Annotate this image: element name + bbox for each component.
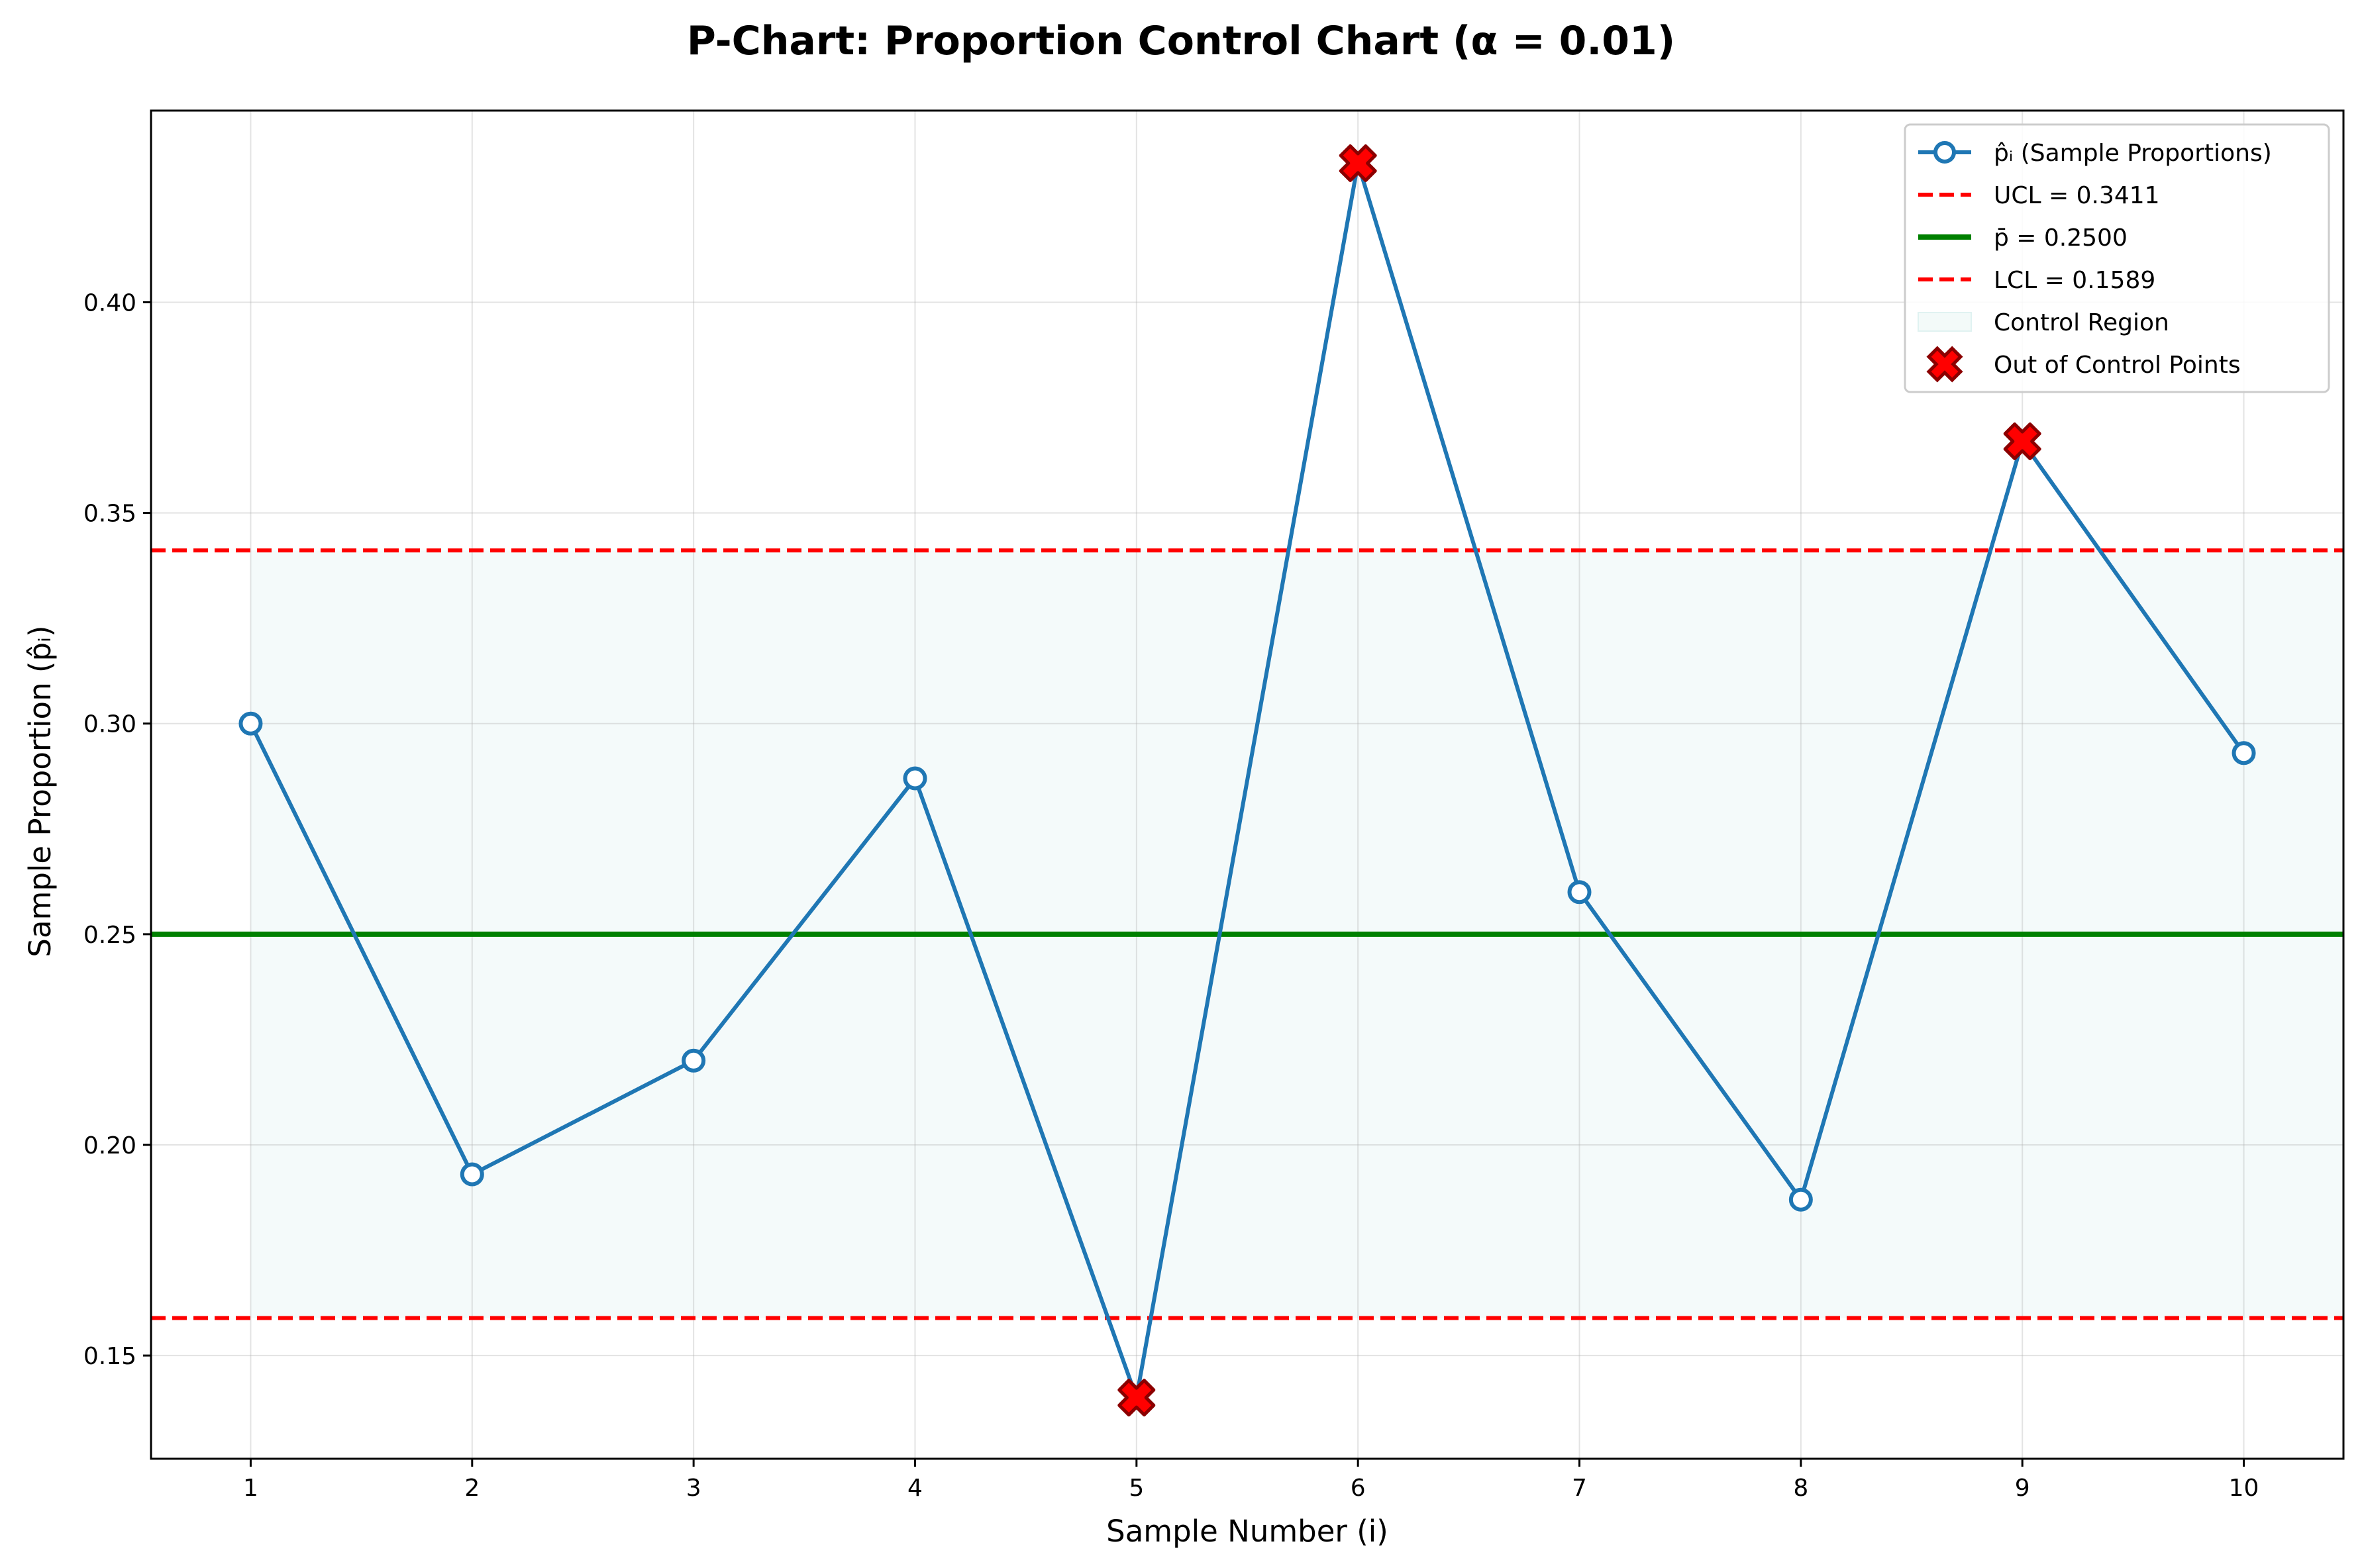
x-axis-label: Sample Number (i): [1106, 1514, 1388, 1549]
x-tick-label: 5: [1129, 1475, 1144, 1502]
legend-label-control-region: Control Region: [1994, 309, 2169, 336]
sample-point: [682, 1048, 706, 1073]
out-of-control-marker: [1117, 1379, 1156, 1417]
legend-label-sample: p̂ᵢ (Sample Proportions): [1994, 140, 2272, 167]
x-tick-label: 2: [464, 1475, 480, 1502]
axes-layer: [150, 109, 2345, 1460]
y-tick-label: 0.25: [83, 922, 136, 949]
reference-lines-layer: [151, 548, 2343, 1320]
x-tick-label: 10: [2229, 1475, 2259, 1502]
sample-proportion-line: [248, 161, 2245, 1400]
y-tick-label: 0.30: [83, 711, 136, 738]
tick-labels-layer: 1 2 3 4 5 6 7 8 9 10 0.15 0.20 0.25 0.30 0.35 0.40: [83, 289, 2259, 1502]
out-of-control-marker: [2003, 422, 2041, 460]
y-axis-label: Sample Proportion (p̂ᵢ): [23, 625, 58, 957]
sample-point: [1567, 880, 1592, 905]
x-tick-label: 4: [907, 1475, 923, 1502]
y-tick-label: 0.35: [83, 501, 136, 528]
legend-label-ucl: UCL = 0.3411: [1994, 182, 2160, 209]
sample-point: [1788, 1187, 1813, 1212]
x-tick-label: 9: [2015, 1475, 2030, 1502]
legend-label-pbar: p̄ = 0.2500: [1994, 224, 2128, 252]
x-tick-label: 6: [1351, 1475, 1366, 1502]
x-tick-label: 7: [1572, 1475, 1587, 1502]
sample-point: [903, 766, 927, 791]
y-tick-label: 0.20: [83, 1132, 136, 1159]
legend: p̂ᵢ (Sample Proportions) UCL = 0.3411 p̄…: [1904, 123, 2330, 393]
y-tick-label: 0.15: [83, 1343, 136, 1370]
x-tick-label: 8: [1793, 1475, 1808, 1502]
plot-frame: [150, 109, 2345, 1460]
legend-label-out-of-control: Out of Control Points: [1994, 352, 2241, 379]
out-of-control-marker: [1339, 144, 1377, 182]
legend-series-marker-sample: [1933, 141, 1956, 164]
out-of-control-layer: [1117, 144, 2041, 1417]
chart-title: P-Chart: Proportion Control Chart (α = 0…: [687, 18, 1675, 64]
y-tick-label: 0.40: [83, 289, 136, 317]
x-tick-label: 1: [243, 1475, 258, 1502]
sample-point: [2232, 741, 2256, 765]
legend-label-lcl: LCL = 0.1589: [1994, 267, 2155, 294]
x-tick-label: 3: [686, 1475, 701, 1502]
sample-point: [238, 711, 263, 736]
sample-point: [460, 1162, 484, 1187]
legend-out-of-control-marker: [1926, 346, 1963, 383]
legend-control-region-swatch: [1918, 312, 1972, 332]
legend-box: [1904, 123, 2330, 393]
